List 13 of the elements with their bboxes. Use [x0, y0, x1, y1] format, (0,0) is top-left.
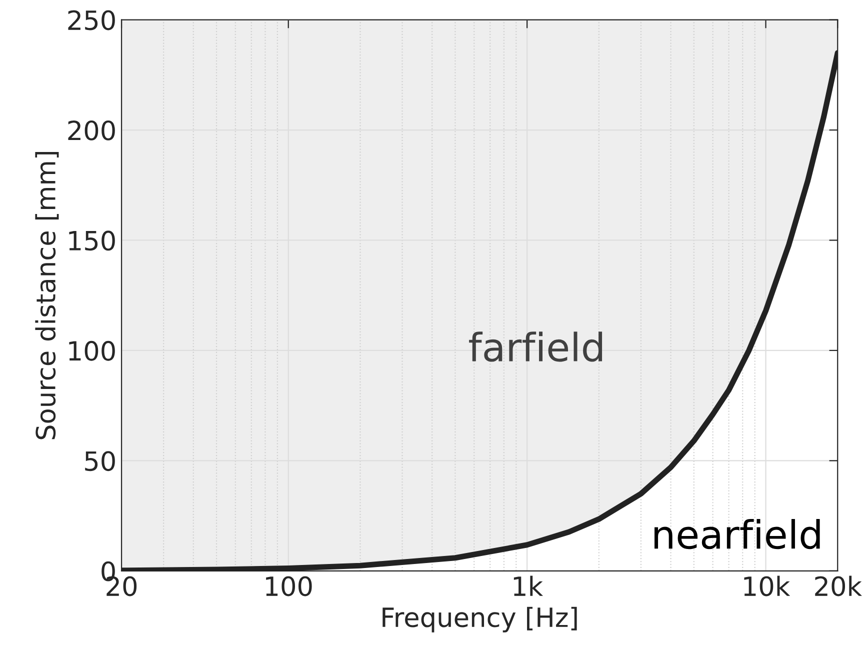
- y-tick-label: 100: [69, 340, 115, 361]
- annotation: nearfield: [654, 519, 820, 550]
- x-tick-label: 1k: [514, 576, 544, 596]
- y-tick-label: 200: [68, 120, 115, 140]
- y-tick-label: 250: [68, 10, 115, 30]
- x-tick-label: 100: [266, 576, 312, 596]
- x-tick-label: 20k: [815, 576, 862, 596]
- x-tick-label: 10k: [744, 576, 790, 596]
- y-axis-title: Source distance [mm]: [35, 152, 59, 440]
- x-axis-title: Frequency [Hz]: [382, 606, 577, 632]
- annotation: farfield: [469, 332, 602, 362]
- y-tick-label: 50: [85, 451, 115, 472]
- y-tick-label: 150: [69, 230, 115, 251]
